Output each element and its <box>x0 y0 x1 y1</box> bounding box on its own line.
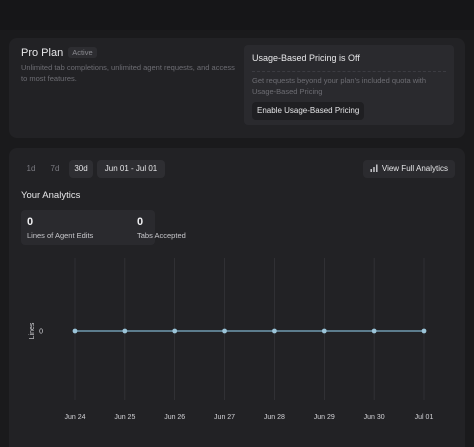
view-full-analytics-label: View Full Analytics <box>381 164 448 173</box>
plan-status-badge: Active <box>68 47 97 58</box>
plan-card: Pro Plan Active Unlimited tab completions… <box>9 38 465 138</box>
x-tick-label: Jul 01 <box>415 414 434 421</box>
stat-tabs-accepted-label: Tabs Accepted <box>137 231 186 240</box>
x-tick-label: Jun 25 <box>114 414 135 421</box>
stat-tabs-accepted: 0 Tabs Accepted <box>135 210 255 245</box>
data-point <box>321 328 327 334</box>
usage-pricing-title: Usage-Based Pricing is Off <box>252 53 360 63</box>
analytics-section-title: Your Analytics <box>21 190 81 201</box>
stat-tabs-accepted-value: 0 <box>137 216 144 228</box>
x-tick-label: Jun 30 <box>364 414 385 421</box>
view-full-analytics-button[interactable]: View Full Analytics <box>362 160 455 178</box>
data-point <box>72 328 78 334</box>
plan-description: Unlimited tab completions, unlimited age… <box>21 63 235 83</box>
x-tick-label: Jun 28 <box>264 414 285 421</box>
x-tick-label: Jun 24 <box>64 414 85 421</box>
data-point <box>172 328 178 334</box>
y-tick-label: 0 <box>39 329 43 336</box>
range-7d-button[interactable]: 7d <box>50 164 60 173</box>
stat-agent-edits: 0 Lines of Agent Edits <box>21 210 155 245</box>
range-30d-button[interactable]: 30d <box>69 160 93 178</box>
plan-name: Pro Plan <box>21 47 64 59</box>
data-point <box>272 328 277 334</box>
bar-chart-icon <box>370 164 378 172</box>
x-tick-label: Jun 29 <box>314 414 335 421</box>
data-point <box>421 328 427 334</box>
y-axis-label: Lines <box>29 322 36 339</box>
usage-pricing-description: Get requests beyond your plan's included… <box>252 76 427 96</box>
stat-agent-edits-value: 0 <box>27 216 34 228</box>
plan-title: Pro Plan Active <box>21 47 97 59</box>
usage-pricing-panel: Usage-Based Pricing is Off Get requests … <box>244 45 454 125</box>
usage-divider <box>252 71 446 72</box>
data-point <box>122 328 128 334</box>
analytics-card: 1d 7d 30d Jun 01 - Jul 01 View Full Anal… <box>9 148 465 447</box>
stat-agent-edits-label: Lines of Agent Edits <box>27 231 94 240</box>
x-tick-label: Jun 26 <box>164 414 185 421</box>
data-point <box>371 328 377 334</box>
range-1d-button[interactable]: 1d <box>26 164 36 173</box>
x-tick-label: Jun 27 <box>214 414 235 421</box>
data-point <box>222 328 227 334</box>
top-strip <box>0 0 474 30</box>
date-range-picker[interactable]: Jun 01 - Jul 01 <box>97 160 165 178</box>
enable-usage-pricing-button[interactable]: Enable Usage-Based Pricing <box>252 102 365 120</box>
